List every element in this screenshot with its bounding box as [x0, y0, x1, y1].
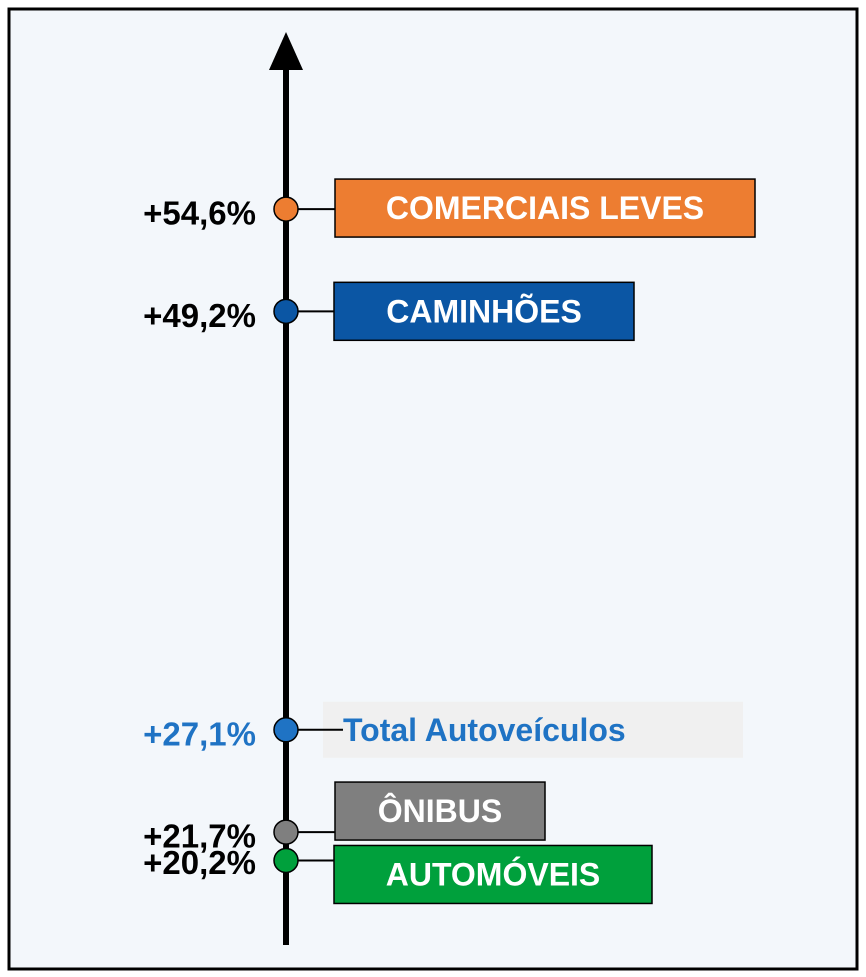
dot [273, 196, 299, 222]
category-label: ÔNIBUS [378, 793, 502, 829]
axis-arrow [269, 32, 303, 70]
category-label: AUTOMÓVEIS [386, 856, 601, 892]
dot [273, 847, 299, 874]
value-label: +27,1% [143, 715, 256, 752]
label-box [334, 178, 756, 238]
label-box [334, 781, 546, 841]
value-label: +21,7% [143, 818, 256, 855]
category-label: COMERCIAIS LEVES [386, 190, 704, 226]
value-label: +54,6% [143, 195, 256, 232]
category-label: CAMINHÕES [386, 293, 582, 329]
label-box [333, 281, 635, 342]
value-label: +20,2% [143, 844, 256, 881]
dot [273, 298, 299, 325]
dot [273, 819, 299, 845]
dot [273, 717, 299, 743]
value-label: +49,2% [143, 297, 256, 334]
label-box [333, 844, 653, 905]
category-label: Total Autoveículos [343, 712, 626, 748]
label-box [323, 701, 743, 758]
